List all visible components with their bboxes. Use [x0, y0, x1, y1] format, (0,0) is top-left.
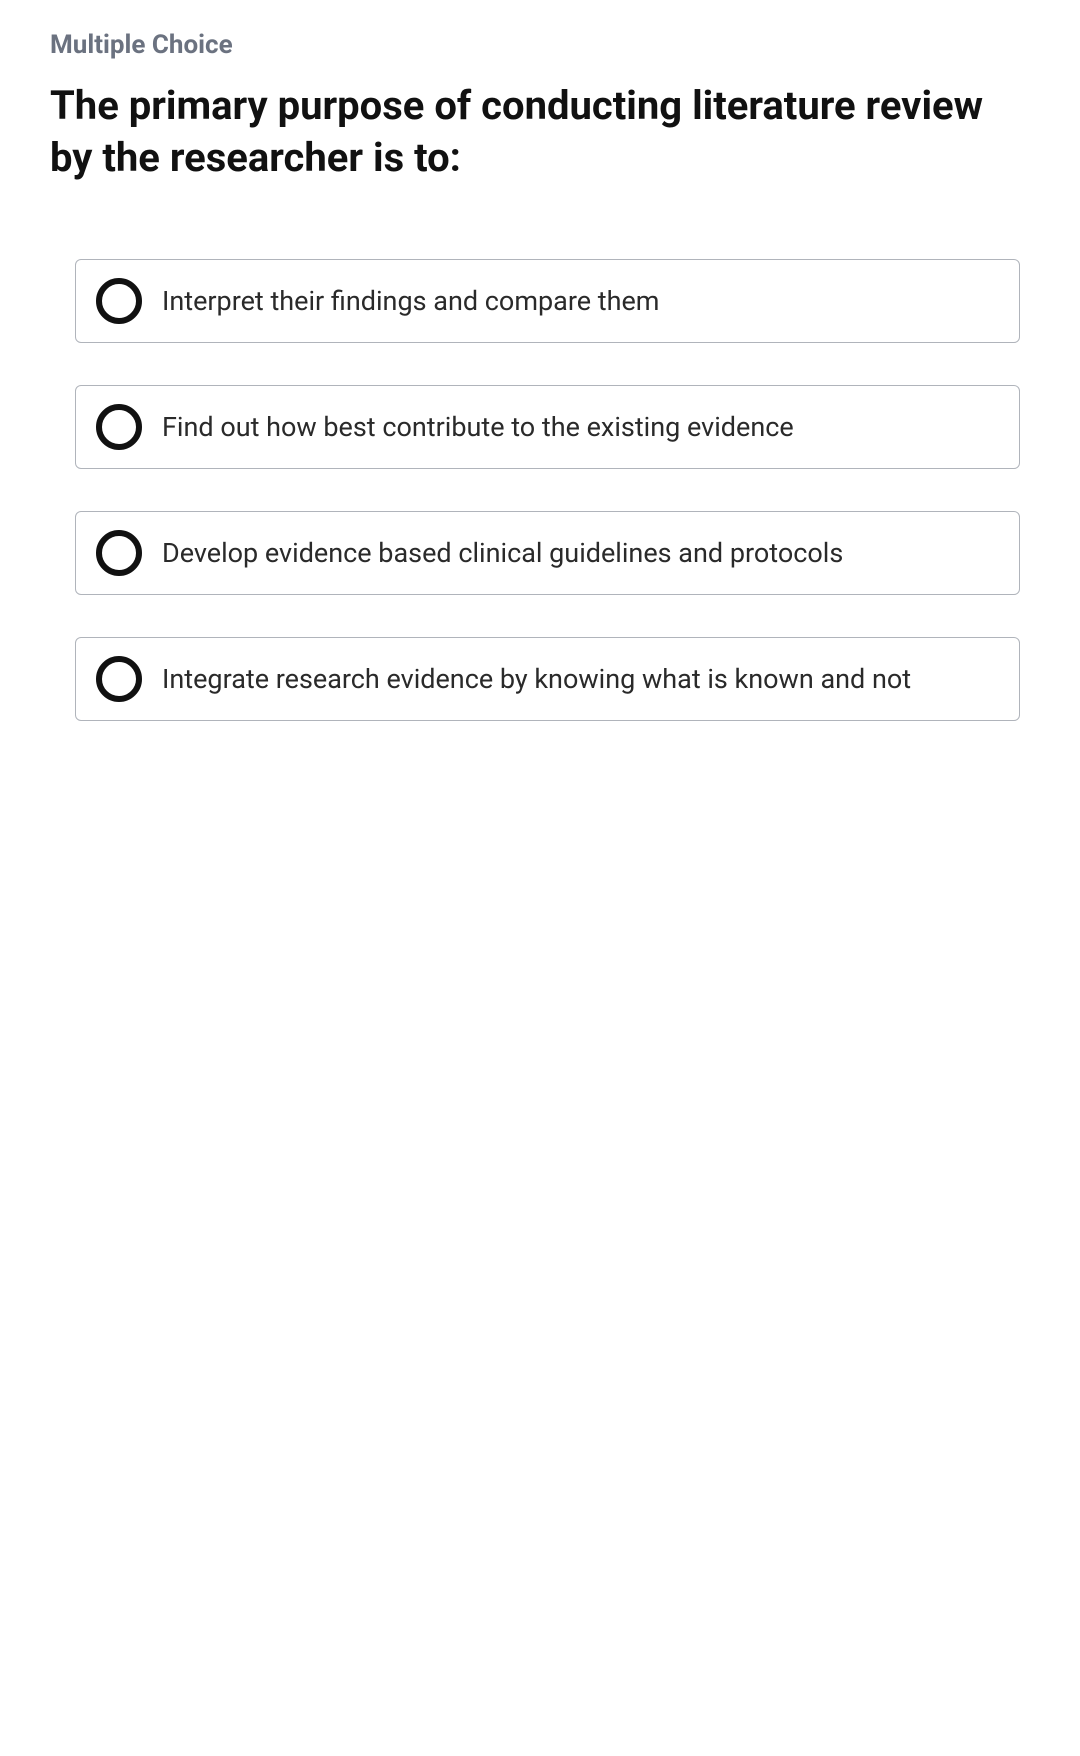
radio-icon [96, 278, 142, 324]
radio-icon [96, 530, 142, 576]
radio-icon [96, 404, 142, 450]
option-2-label: Find out how best contribute to the exis… [162, 409, 794, 445]
option-1[interactable]: Interpret their findings and compare the… [75, 259, 1020, 343]
option-4-label: Integrate research evidence by knowing w… [162, 661, 911, 697]
question-type-label: Multiple Choice [50, 30, 1030, 60]
option-4[interactable]: Integrate research evidence by knowing w… [75, 637, 1020, 721]
option-2[interactable]: Find out how best contribute to the exis… [75, 385, 1020, 469]
question-text: The primary purpose of conducting litera… [50, 80, 1030, 184]
radio-icon [96, 656, 142, 702]
option-3[interactable]: Develop evidence based clinical guidelin… [75, 511, 1020, 595]
options-container: Interpret their findings and compare the… [50, 259, 1030, 721]
option-1-label: Interpret their findings and compare the… [162, 283, 659, 319]
option-3-label: Develop evidence based clinical guidelin… [162, 535, 843, 571]
